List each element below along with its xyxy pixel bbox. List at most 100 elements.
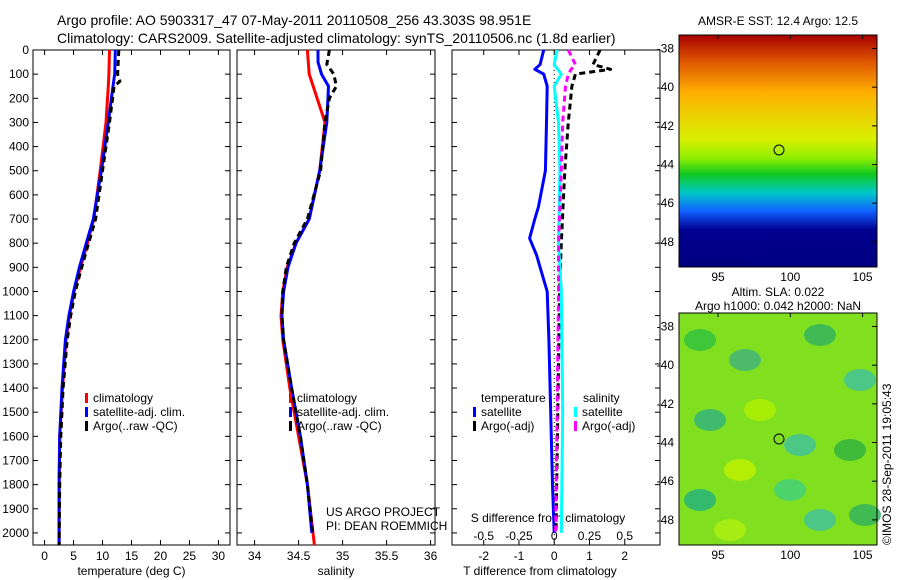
legend-swatch	[473, 421, 476, 431]
plot-frame	[236, 49, 436, 546]
x-tick-label: 15	[125, 549, 139, 563]
argo-location-marker	[773, 433, 785, 445]
difference-panel: -2 -1 0 1 2 T difference from climatology -0.5…	[451, 49, 661, 578]
sst-map: AMSR-E SST: 12.4 Argo: 12.5 -38 -40 -42 -44…	[657, 14, 878, 284]
sst-map-image	[679, 35, 877, 267]
legend-label: Argo(..raw -QC)	[93, 419, 178, 433]
legend-swatch	[85, 421, 88, 431]
map-x-tick-label: 105	[853, 548, 873, 562]
x-tick-label: 0	[41, 549, 48, 563]
legend-title-temperature: temperature	[481, 391, 546, 405]
map-y-tick-label: -42	[657, 397, 675, 411]
sla-anomaly-patch	[724, 459, 756, 481]
map-y-tick-label: -42	[657, 119, 675, 133]
sla-anomaly-patch	[729, 349, 761, 371]
legend-label: Argo(..raw -QC)	[297, 419, 382, 433]
sst-map-frame	[678, 34, 878, 268]
argo-location-marker	[773, 144, 785, 156]
y-tick-label: 2000	[2, 526, 29, 540]
sla-anomaly-patch	[744, 399, 776, 421]
legend-swatch	[85, 393, 88, 403]
y-tick-label: 100	[9, 67, 29, 81]
y-tick-label: 1900	[2, 502, 29, 516]
s-tick-label: -0.5	[473, 529, 494, 543]
legend-swatch	[289, 393, 292, 403]
s-axis-label: S difference from climatology	[471, 511, 626, 525]
sla-anomaly-patch	[694, 409, 726, 431]
x-tick-label: 5	[70, 549, 77, 563]
x-tick-label: 10	[96, 549, 110, 563]
y-tick-label: 1400	[2, 381, 29, 395]
x-tick-label: 20	[154, 549, 168, 563]
y-tick-label: 500	[9, 164, 29, 178]
map-y-tick-label: -44	[657, 436, 675, 450]
sla-map: Altim. SLA: 0.022 Argo h1000: 0.042 h200…	[657, 285, 881, 562]
y-tick-label: 1300	[2, 357, 29, 371]
sla-anomaly-patch	[834, 439, 866, 461]
y-tick-label: 1500	[2, 405, 29, 419]
series-line-t-satellite	[528, 49, 556, 533]
y-tick-label: 1200	[2, 333, 29, 347]
s-tick-label: 0	[551, 529, 558, 543]
map-y-tick-label: -40	[657, 80, 675, 94]
series-line-argo-raw-qc-	[280, 49, 338, 534]
x-tick-label: 36	[424, 549, 438, 563]
credit-text: ©IMOS 28-Sep-2011 19:05:43	[880, 383, 894, 545]
sst-map-title: AMSR-E SST: 12.4 Argo: 12.5	[698, 14, 858, 28]
y-tick-label: 300	[9, 115, 29, 129]
y-tick-label: 900	[9, 260, 29, 274]
legend-label: satellite	[481, 405, 522, 419]
map-y-tick-label: -48	[657, 513, 675, 527]
x-axis-label: temperature (deg C)	[77, 564, 185, 578]
legend-label: climatology	[93, 391, 153, 405]
legend-swatch	[85, 407, 88, 417]
x-tick-label: 1	[586, 549, 593, 563]
sla-title-1: Altim. SLA: 0.022	[732, 285, 825, 299]
s-tick-label: -0.25	[505, 529, 533, 543]
y-tick-label: 600	[9, 188, 29, 202]
project-annotation: PI: DEAN ROEMMICH	[326, 519, 447, 533]
map-x-tick-label: 100	[780, 270, 800, 284]
project-annotation: US ARGO PROJECT	[326, 505, 441, 519]
series-line-s-satellite	[552, 49, 565, 533]
plot-frame	[451, 49, 661, 546]
title-line-1: Argo profile: AO 5903317_47 07-May-2011 …	[57, 12, 532, 28]
x-axis-label: salinity	[318, 564, 355, 578]
legend-title-salinity: salinity	[583, 391, 620, 405]
legend-swatch	[289, 421, 292, 431]
legend-label: satellite-adj. clim.	[297, 405, 389, 419]
map-y-tick-label: -48	[657, 235, 675, 249]
x-tick-label: 25	[183, 549, 197, 563]
legend-label: Argo(-adj)	[481, 419, 534, 433]
map-y-tick-label: -38	[657, 42, 675, 56]
sla-anomaly-patch	[844, 369, 876, 391]
legend-swatch	[289, 407, 292, 417]
legend-label: satellite-adj. clim.	[93, 405, 185, 419]
salinity-panel: 34 34.5 35 35.5 36 salinity climatologysatelli…	[236, 49, 447, 578]
sla-title-2: Argo h1000: 0.042 h2000: NaN	[695, 299, 861, 313]
series-line-argo-raw-qc-	[57, 49, 122, 546]
legend-label: Argo(-adj)	[582, 419, 635, 433]
map-y-tick-label: -46	[657, 474, 675, 488]
sla-anomaly-patch	[684, 489, 716, 511]
plot-frame	[32, 49, 231, 546]
legend-swatch	[574, 421, 577, 431]
title-line-2: Climatology: CARS2009. Satellite-adjuste…	[57, 30, 616, 46]
s-tick-label: 0.5	[616, 529, 633, 543]
sla-map-frame	[678, 312, 878, 546]
map-y-tick-label: -46	[657, 196, 675, 210]
map-y-tick-label: -40	[657, 358, 675, 372]
y-tick-label: 1800	[2, 478, 29, 492]
y-tick-label: 1600	[2, 429, 29, 443]
legend-swatch	[574, 407, 577, 417]
y-tick-label: 800	[9, 236, 29, 250]
y-tick-label: 400	[9, 140, 29, 154]
x-tick-label: 34.5	[287, 549, 311, 563]
x-tick-label: 2	[621, 549, 628, 563]
legend-label: climatology	[297, 391, 357, 405]
sla-anomaly-patch	[849, 504, 881, 526]
y-tick-label: 0	[22, 43, 29, 57]
y-tick-label: 1000	[2, 284, 29, 298]
x-tick-label: 30	[212, 549, 226, 563]
